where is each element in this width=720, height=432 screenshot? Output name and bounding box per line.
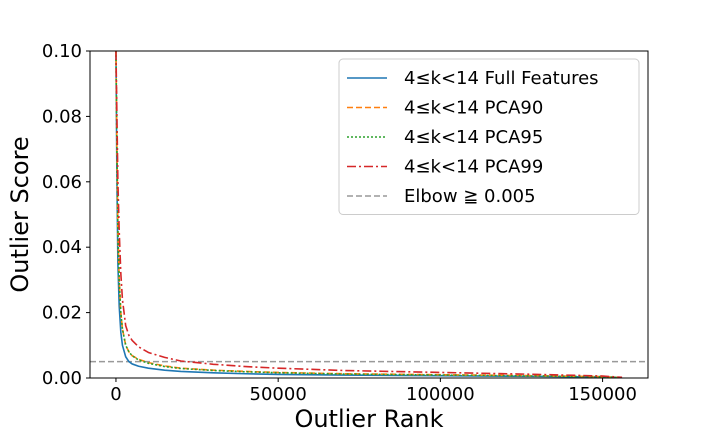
legend: 4≤k<14 Full Features 4≤k<14 PCA90 4≤k<14 P…: [338, 58, 640, 215]
series-layer: [90, 51, 648, 378]
y-tick-label: 0.08: [42, 106, 82, 127]
x-axis-title: Outlier Rank: [294, 405, 443, 432]
legend-label: Elbow ≧ 0.005: [404, 186, 536, 207]
y-axis-title: Outlier Score: [6, 136, 34, 292]
y-tick-label: 0.02: [42, 303, 82, 324]
series-line-3: [115, 51, 623, 378]
series-line-4: [115, 51, 623, 378]
x-tick-label: 150000: [568, 384, 637, 405]
axes-layer: 0 50000 100000 150000 0.00 0.02 0.04 0.06 0.08 0.…: [42, 41, 649, 405]
x-tick-label: 50000: [250, 384, 307, 405]
legend-label: 4≤k<14 PCA95: [404, 127, 543, 148]
legend-box: [338, 58, 640, 215]
y-tick-label: 0.06: [42, 172, 82, 193]
y-tick-label: 0.04: [42, 237, 82, 258]
y-tick-label: 0.10: [42, 41, 82, 62]
legend-label: 4≤k<14 PCA99: [404, 157, 543, 178]
legend-label: 4≤k<14 Full Features: [404, 68, 599, 89]
x-tick-label: 0: [110, 384, 121, 405]
y-tick-label: 0.00: [42, 368, 82, 389]
x-tick-label: 100000: [406, 384, 475, 405]
legend-label: 4≤k<14 PCA90: [404, 98, 543, 119]
plot-frame: [89, 50, 649, 379]
